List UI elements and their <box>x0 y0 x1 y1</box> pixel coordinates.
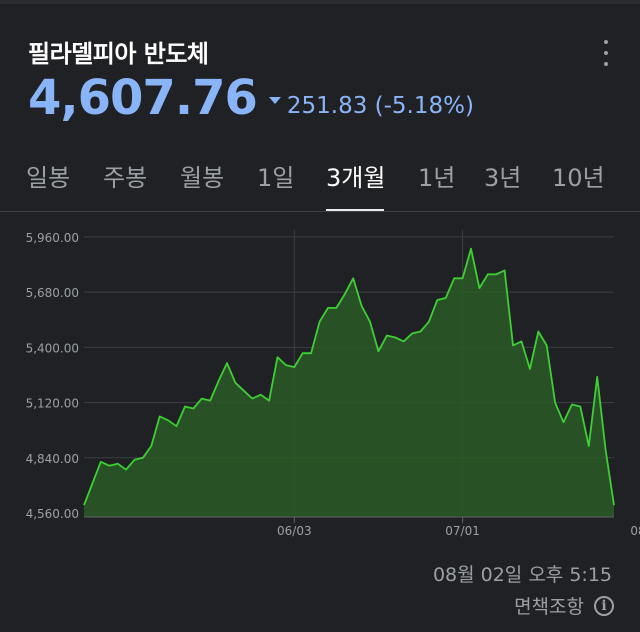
price-chart[interactable]: 5,960.00 5,680.00 5,400.00 5,120.00 4,840.00… <box>0 225 640 550</box>
tab-1y[interactable]: 1년 <box>418 164 456 192</box>
tab-3m[interactable]: 3개월 <box>326 164 386 192</box>
tab-weekly[interactable]: 주봉 <box>103 164 148 192</box>
tab-daily[interactable]: 일봉 <box>26 164 71 192</box>
period-tabs: 일봉 주봉 월봉 1일 3개월 1년 3년 10년 <box>0 150 640 212</box>
y-tick-label: 4,840.00 <box>26 452 79 466</box>
timestamp: 08월 02일 오후 5:15 <box>432 564 612 586</box>
down-arrow-icon <box>268 97 281 104</box>
index-title: 필라델피아 반도체 <box>28 40 209 68</box>
y-tick-label: 5,120.00 <box>26 397 79 411</box>
disclaimer-link[interactable]: 면책조항 i <box>514 592 614 619</box>
series-line <box>83 247 615 506</box>
current-price: 4,607.76 <box>28 70 258 126</box>
area-fill <box>84 248 614 517</box>
info-icon[interactable]: i <box>594 595 614 616</box>
y-tick-label: 5,680.00 <box>26 286 79 300</box>
more-dot <box>604 62 608 66</box>
x-tick-label: 07/01 <box>445 524 480 538</box>
tab-1d[interactable]: 1일 <box>257 164 295 192</box>
tab-3y[interactable]: 3년 <box>484 164 522 192</box>
disclaimer-label: 면책조항 <box>514 596 584 618</box>
y-tick-label: 4,560.00 <box>26 507 79 521</box>
tab-10y[interactable]: 10년 <box>552 164 605 192</box>
more-vertical-icon[interactable] <box>596 40 616 66</box>
y-tick-label: 5,960.00 <box>26 231 79 245</box>
active-tab-indicator <box>326 209 384 212</box>
y-tick-label: 5,400.00 <box>26 341 79 355</box>
tabs-divider <box>0 211 640 212</box>
more-dot <box>604 51 608 55</box>
more-dot <box>604 40 608 44</box>
price-change: 251.83 (-5.18%) <box>286 93 474 119</box>
x-tick-label: 06/03 <box>277 524 312 538</box>
tab-monthly[interactable]: 월봉 <box>180 164 225 192</box>
status-strip <box>0 0 640 4</box>
x-tick-label: 08/01 <box>630 524 640 538</box>
price-row: 4,607.76 251.83 (-5.18%) <box>28 70 474 126</box>
